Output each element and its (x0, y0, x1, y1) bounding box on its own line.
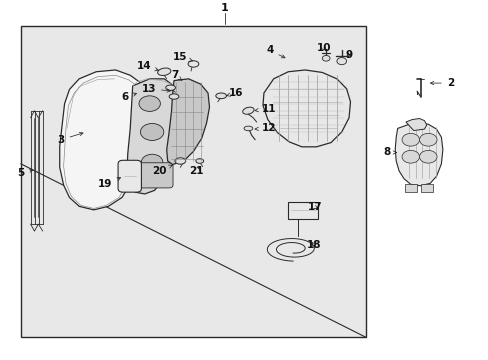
Text: 6: 6 (122, 92, 136, 102)
Text: 21: 21 (189, 166, 203, 176)
Ellipse shape (196, 159, 203, 163)
Text: 17: 17 (307, 202, 322, 212)
FancyBboxPatch shape (287, 202, 318, 219)
Text: 8: 8 (382, 148, 396, 157)
Polygon shape (263, 70, 350, 147)
Ellipse shape (157, 68, 170, 76)
Text: 3: 3 (57, 132, 83, 145)
Circle shape (419, 150, 436, 163)
Ellipse shape (175, 158, 185, 164)
Text: 9: 9 (345, 50, 352, 60)
Text: 5: 5 (18, 168, 33, 178)
Ellipse shape (244, 126, 252, 131)
Text: 1: 1 (221, 3, 228, 13)
FancyBboxPatch shape (118, 160, 141, 192)
Circle shape (336, 58, 346, 65)
Ellipse shape (169, 94, 179, 99)
FancyBboxPatch shape (133, 163, 173, 188)
Circle shape (141, 154, 163, 170)
Text: 7: 7 (171, 70, 182, 80)
Polygon shape (405, 118, 426, 131)
Text: 12: 12 (255, 123, 275, 134)
Polygon shape (394, 123, 442, 186)
Ellipse shape (215, 93, 226, 99)
Text: 11: 11 (255, 104, 275, 114)
Polygon shape (420, 184, 432, 192)
Text: 20: 20 (152, 165, 172, 176)
Text: 14: 14 (136, 62, 158, 71)
Circle shape (140, 123, 163, 140)
Text: 2: 2 (429, 78, 453, 88)
Circle shape (419, 133, 436, 146)
Ellipse shape (188, 61, 199, 67)
Polygon shape (126, 79, 176, 194)
Text: 16: 16 (225, 88, 243, 98)
Text: 13: 13 (141, 84, 170, 94)
Ellipse shape (242, 107, 254, 114)
FancyBboxPatch shape (21, 26, 366, 337)
Text: 4: 4 (266, 45, 285, 58)
Text: 15: 15 (172, 52, 192, 62)
Text: 19: 19 (98, 177, 121, 189)
Circle shape (401, 133, 419, 146)
Ellipse shape (165, 85, 175, 90)
Text: 10: 10 (316, 43, 330, 53)
Polygon shape (166, 79, 209, 165)
Circle shape (401, 150, 419, 163)
Polygon shape (60, 70, 146, 210)
Circle shape (322, 55, 329, 61)
Text: 18: 18 (306, 240, 321, 250)
Polygon shape (404, 184, 416, 192)
Circle shape (139, 96, 160, 111)
